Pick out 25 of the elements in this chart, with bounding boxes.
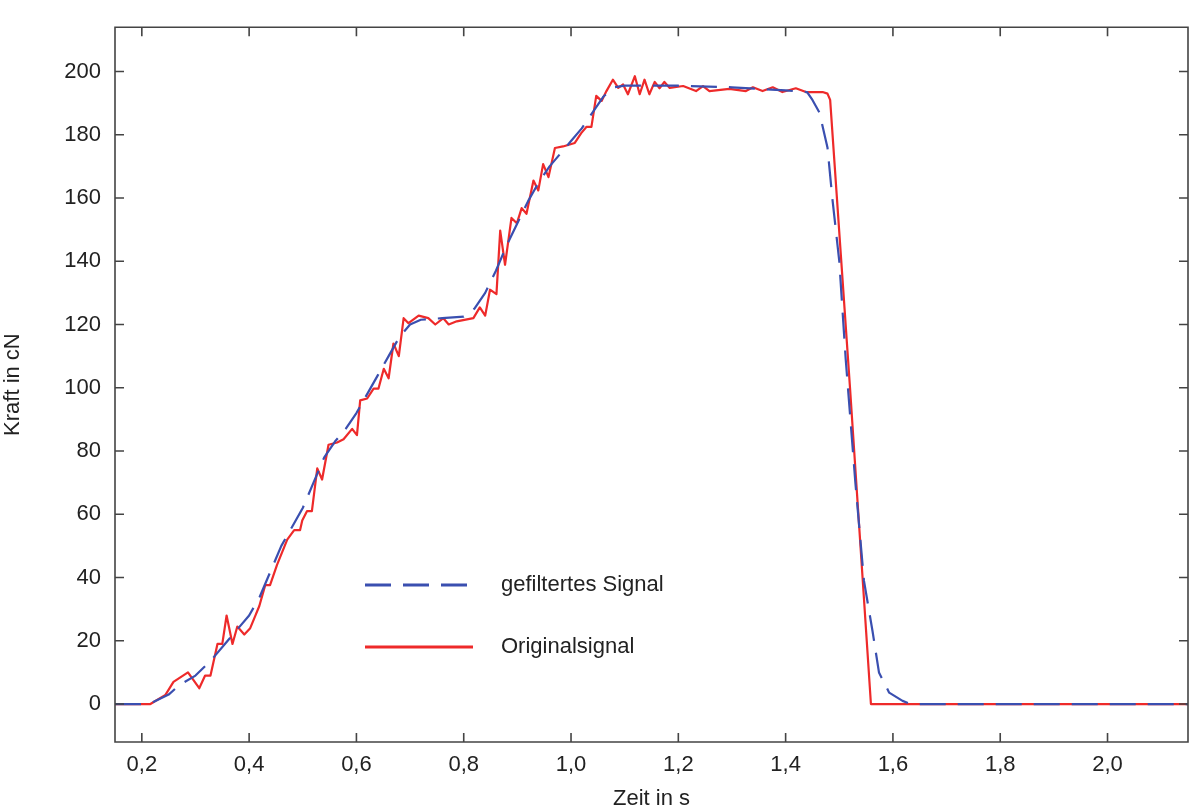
legend-label: gefiltertes Signal	[501, 571, 664, 597]
y-tick-label: 60	[76, 500, 101, 526]
legend-label: Originalsignal	[501, 633, 635, 659]
x-tick-label: 0,2	[126, 751, 158, 777]
x-tick-label: 1,6	[877, 751, 909, 777]
y-tick-label: 180	[64, 120, 101, 146]
y-tick-label: 80	[76, 437, 101, 463]
x-tick-label: 0,8	[448, 751, 480, 777]
x-tick-label: 1,8	[984, 751, 1016, 777]
x-tick-label: 0,4	[233, 751, 265, 777]
y-tick-label: 160	[64, 184, 101, 210]
y-tick-label: 100	[64, 373, 101, 399]
y-tick-label: 120	[64, 310, 101, 336]
x-tick-label: 2,0	[1092, 751, 1123, 777]
y-tick-label: 40	[76, 563, 101, 589]
y-tick-label: 20	[76, 626, 101, 652]
y-tick-label: 140	[64, 247, 101, 273]
x-axis-title: Zeit in s	[612, 784, 691, 810]
y-tick-label: 0	[88, 690, 101, 716]
x-tick-label: 0,6	[341, 751, 372, 777]
y-tick-label: 200	[64, 57, 101, 83]
y-axis-title: Kraft in cN	[0, 333, 25, 436]
x-tick-label: 1,0	[555, 751, 587, 777]
x-tick-label: 1,4	[770, 751, 801, 777]
x-tick-label: 1,2	[663, 751, 694, 777]
